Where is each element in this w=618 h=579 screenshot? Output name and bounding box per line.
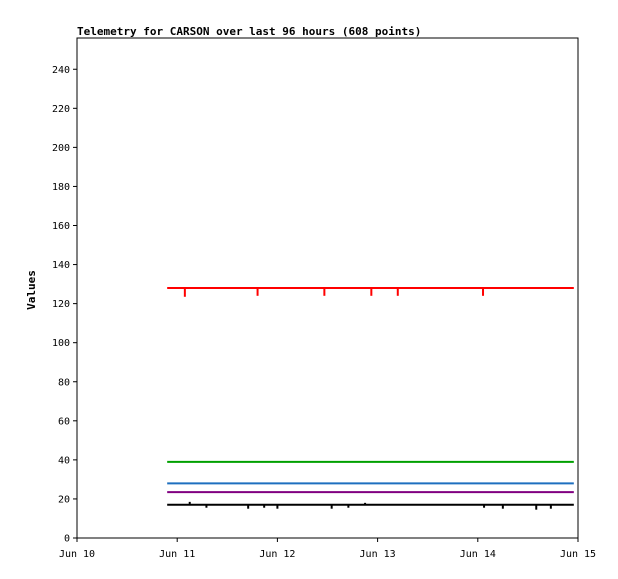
y-tick-label: 240 — [52, 65, 70, 76]
y-tick-label: 80 — [58, 377, 70, 388]
y-tick-label: 20 — [58, 494, 70, 505]
x-tick-label: Jun 14 — [460, 549, 496, 560]
y-axis: 0 20 40 60 80 100 120 140 160 180 200 220 240 — [52, 65, 77, 545]
series-4 — [167, 501, 574, 510]
y-tick-label: 220 — [52, 104, 70, 115]
y-tick-label: 180 — [52, 182, 70, 193]
y-tick-label: 160 — [52, 221, 70, 232]
x-tick-label: Jun 10 — [59, 549, 95, 560]
y-tick-label: 200 — [52, 143, 70, 154]
chart-title: Telemetry for CARSON over last 96 hours … — [77, 25, 421, 38]
x-tick-label: Jun 13 — [360, 549, 396, 560]
x-tick-label: Jun 11 — [159, 549, 195, 560]
series-layer — [167, 287, 574, 510]
y-tick-label: 140 — [52, 260, 70, 271]
y-tick-label: 60 — [58, 416, 70, 427]
x-tick-label: Jun 12 — [259, 549, 295, 560]
plot-frame — [76, 37, 579, 539]
y-tick-label: 100 — [52, 338, 70, 349]
y-tick-label: 40 — [58, 455, 70, 466]
y-axis-label: Values — [25, 270, 38, 310]
x-axis: Jun 10 Jun 11 Jun 12 Jun 13 Jun 14 Jun 15 — [59, 538, 596, 560]
x-tick-label: Jun 15 — [560, 549, 596, 560]
series-0 — [167, 287, 574, 297]
y-tick-label: 120 — [52, 299, 70, 310]
y-tick-label: 0 — [64, 534, 70, 545]
